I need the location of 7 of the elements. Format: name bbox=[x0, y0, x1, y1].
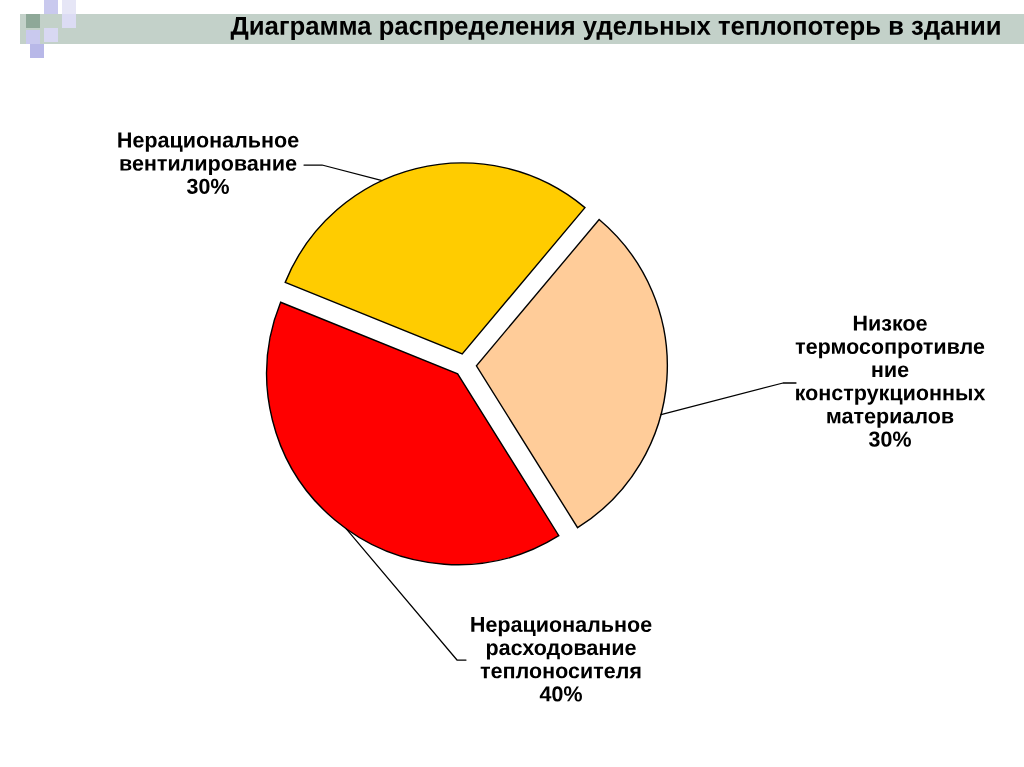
data-label: 30% bbox=[186, 178, 229, 194]
slice-label: Нерациональное вентилирование bbox=[118, 132, 299, 176]
slice-label: Низкое термосопротивле ние конструкционных материалов bbox=[795, 315, 986, 428]
data-label: 30% bbox=[868, 431, 911, 447]
chart-title: Диаграмма распределения удельных теплопотерь в здании bbox=[230, 16, 1000, 40]
slice-label: Нерациональное расходование теплоносителя bbox=[471, 616, 652, 679]
data-label: 40% bbox=[539, 686, 582, 702]
